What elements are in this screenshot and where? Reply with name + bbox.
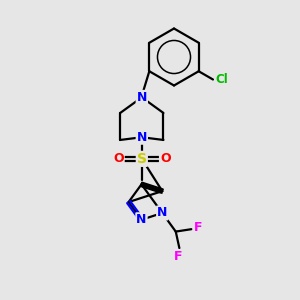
Text: O: O (160, 152, 170, 165)
Text: N: N (136, 213, 147, 226)
Text: O: O (113, 152, 124, 165)
Text: N: N (136, 131, 147, 144)
Text: N: N (136, 91, 147, 104)
Text: Cl: Cl (215, 73, 228, 86)
Text: F: F (194, 221, 202, 234)
Text: F: F (174, 250, 182, 263)
Text: S: S (137, 152, 147, 166)
Text: N: N (157, 206, 167, 220)
